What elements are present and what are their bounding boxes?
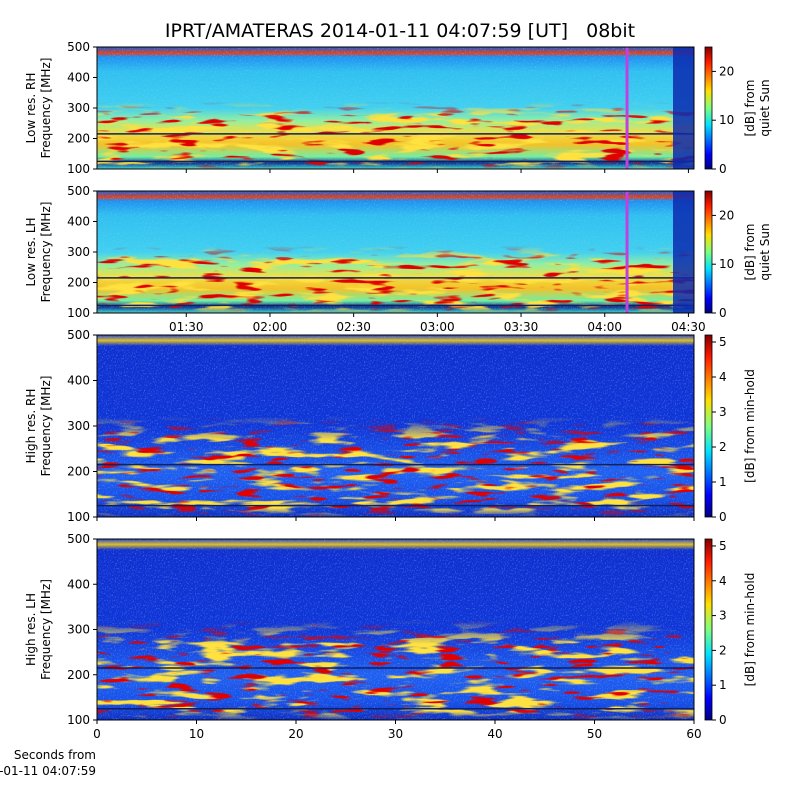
- colorbar-label: quiet Sun: [758, 223, 772, 280]
- colorbar-tick-label: 20: [719, 64, 734, 78]
- colorbar-tick-label: 2: [719, 643, 727, 657]
- spectrogram-peaks: [97, 191, 694, 313]
- y-axis-label: High res. LH: [24, 593, 38, 666]
- y-tick-label: 300: [67, 245, 90, 259]
- y-tick-label: 500: [67, 532, 90, 546]
- x-tick-label: 01:30: [169, 320, 204, 334]
- y-tick-label: 400: [67, 577, 90, 591]
- y-tick-label: 300: [67, 623, 90, 637]
- y-axis-label: Frequency [MHz]: [39, 58, 53, 159]
- y-axis-label: Low res. RH: [24, 73, 38, 144]
- x-tick-label: 0: [93, 727, 101, 741]
- y-tick-label: 200: [67, 668, 90, 682]
- y-tick-label: 100: [67, 162, 90, 176]
- spectrogram-peaks: [97, 335, 694, 517]
- colorbar-tick-label: 1: [719, 475, 727, 489]
- x-tick-label: 03:00: [420, 320, 455, 334]
- x-tick-label: 04:00: [587, 320, 622, 334]
- y-tick-label: 200: [67, 132, 90, 146]
- x-axis-label: Seconds from: [14, 748, 96, 762]
- spectrogram-peaks: [97, 539, 694, 720]
- colorbar-label: quiet Sun: [758, 79, 772, 136]
- colorbar-tick-label: 10: [719, 257, 734, 271]
- colorbar-label: [dB] from: [743, 224, 757, 281]
- spectrogram-peaks: [97, 47, 694, 169]
- x-tick-label: 60: [686, 727, 701, 741]
- y-tick-label: 100: [67, 510, 90, 524]
- x-axis-label: 2014-01-11 04:07:59: [0, 764, 96, 778]
- x-tick-label: 10: [189, 727, 204, 741]
- y-tick-label: 200: [67, 465, 90, 479]
- colorbar-tick-label: 0: [719, 306, 727, 320]
- colorbar-tick-label: 3: [719, 609, 727, 623]
- y-tick-label: 400: [67, 374, 90, 388]
- colorbar: [704, 334, 713, 518]
- x-tick-label: 04:30: [671, 320, 706, 334]
- colorbar: [704, 190, 713, 314]
- y-axis-label: Frequency [MHz]: [39, 579, 53, 680]
- y-tick-label: 500: [67, 184, 90, 198]
- colorbar-tick-label: 10: [719, 113, 734, 127]
- colorbar-tick-label: 0: [719, 713, 727, 727]
- colorbar: [704, 46, 713, 170]
- colorbar-tick-label: 2: [719, 440, 727, 454]
- colorbar-tick-label: 1: [719, 678, 727, 692]
- colorbar: [704, 538, 713, 721]
- colorbar-tick-label: 4: [719, 370, 727, 384]
- y-tick-label: 200: [67, 276, 90, 290]
- x-tick-label: 50: [587, 727, 602, 741]
- colorbar-tick-label: 5: [719, 539, 727, 553]
- x-tick-label: 20: [288, 727, 303, 741]
- x-tick-label: 40: [487, 727, 502, 741]
- chart-title: IPRT/AMATERAS 2014-01-11 04:07:59 [UT] 0…: [165, 20, 635, 42]
- x-tick-label: 03:30: [504, 320, 539, 334]
- colorbar-tick-label: 5: [719, 335, 727, 349]
- x-tick-label: 02:00: [253, 320, 288, 334]
- y-tick-label: 400: [67, 71, 90, 85]
- colorbar-label: [dB] from min-hold: [743, 573, 757, 687]
- data-gap: [673, 191, 694, 313]
- x-tick-label: 30: [388, 727, 403, 741]
- colorbar-tick-label: 0: [719, 510, 727, 524]
- y-tick-label: 400: [67, 215, 90, 229]
- y-tick-label: 100: [67, 713, 90, 727]
- data-gap: [673, 47, 694, 169]
- y-tick-label: 500: [67, 40, 90, 54]
- y-axis-label: High res. RH: [24, 389, 38, 464]
- y-tick-label: 300: [67, 101, 90, 115]
- colorbar-tick-label: 3: [719, 405, 727, 419]
- y-tick-label: 100: [67, 306, 90, 320]
- y-axis-label: Frequency [MHz]: [39, 202, 53, 303]
- colorbar-tick-label: 20: [719, 208, 734, 222]
- y-axis-label: Frequency [MHz]: [39, 376, 53, 477]
- y-tick-label: 500: [67, 328, 90, 342]
- colorbar-tick-label: 4: [719, 574, 727, 588]
- colorbar-label: [dB] from: [743, 80, 757, 137]
- y-axis-label: Low res. LH: [24, 217, 38, 286]
- y-tick-label: 300: [67, 419, 90, 433]
- colorbar-tick-label: 0: [719, 162, 727, 176]
- colorbar-label: [dB] from min-hold: [743, 369, 757, 483]
- x-tick-label: 02:30: [336, 320, 371, 334]
